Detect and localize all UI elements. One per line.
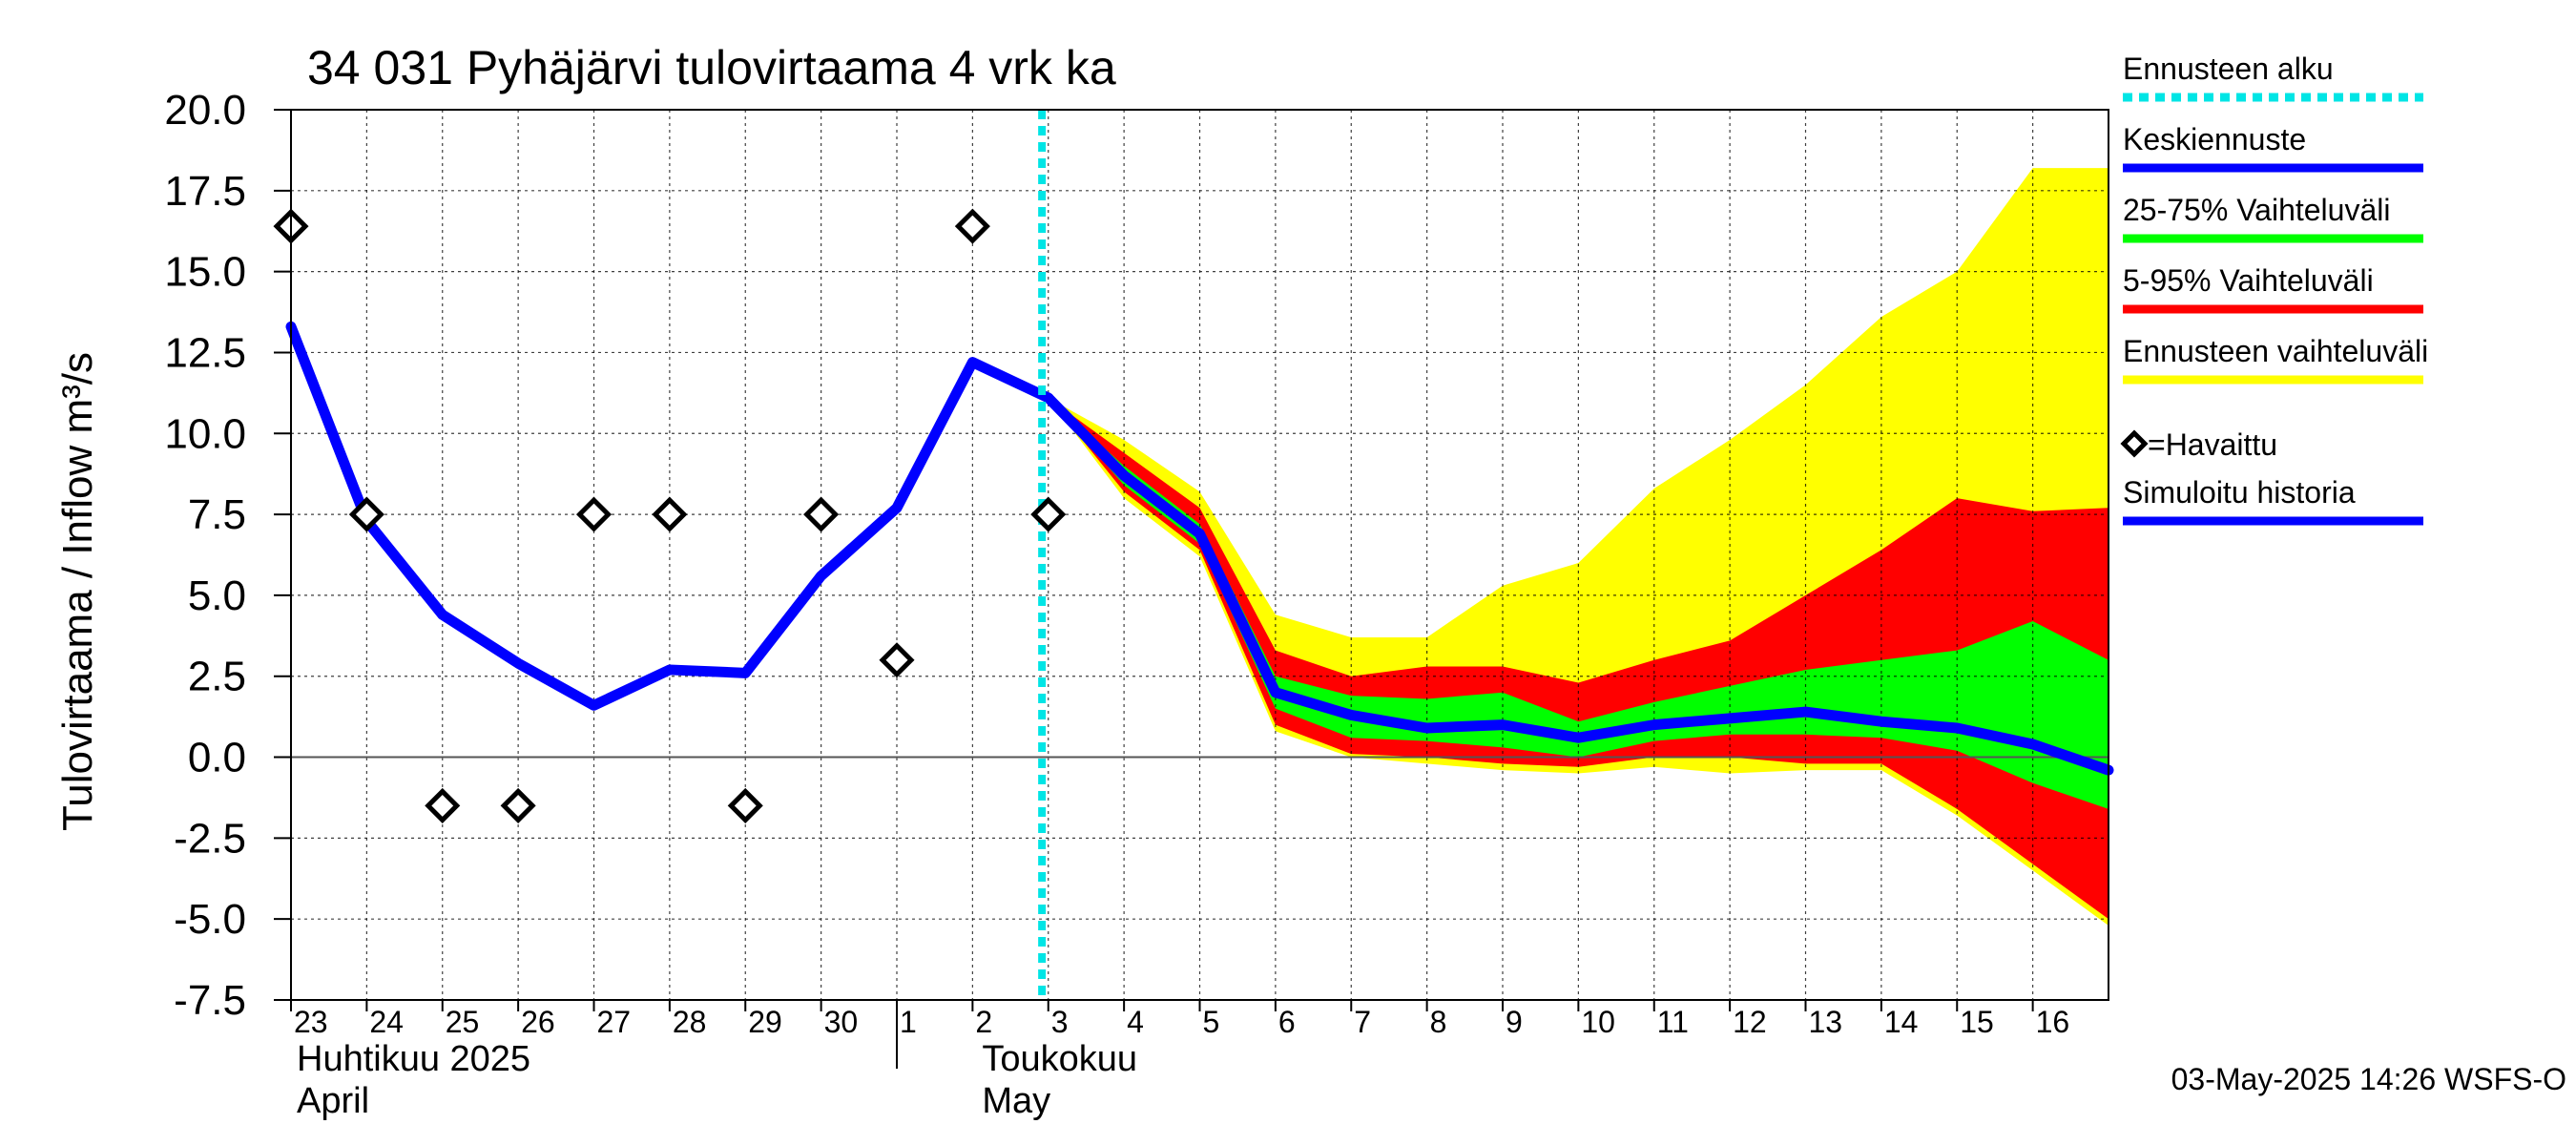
x-tick-label: 10: [1581, 1005, 1615, 1039]
observed-marker: [803, 496, 840, 532]
month-label: Toukokuu: [982, 1039, 1137, 1079]
y-tick-label: 12.5: [164, 329, 246, 376]
legend-label: 25-75% Vaihteluväli: [2123, 193, 2390, 227]
month-label-en: April: [297, 1081, 369, 1121]
x-tick-label: 3: [1051, 1005, 1069, 1039]
legend-label: Keskiennuste: [2123, 122, 2306, 156]
y-tick-label: 17.5: [164, 168, 246, 215]
x-tick-label: 13: [1809, 1005, 1843, 1039]
x-tick-label: 26: [521, 1005, 555, 1039]
chart-title: 34 031 Pyhäjärvi tulovirtaama 4 vrk ka: [307, 41, 1116, 94]
x-tick-label: 28: [673, 1005, 707, 1039]
legend-label: Simuloitu historia: [2123, 475, 2356, 510]
x-tick-label: 5: [1203, 1005, 1220, 1039]
observed-marker: [1030, 496, 1067, 532]
x-tick-label: 8: [1430, 1005, 1447, 1039]
x-tick-label: 27: [597, 1005, 632, 1039]
legend-diamond-marker: [2120, 429, 2149, 458]
x-tick-label: 1: [900, 1005, 917, 1039]
legend: Ennusteen alku Keskiennuste 25-75% Vaihtel…: [2120, 52, 2428, 526]
series-line-keskiennuste: [1043, 392, 2114, 776]
x-tick-label: 30: [824, 1005, 859, 1039]
y-tick-label: 15.0: [164, 249, 246, 296]
x-tick-label: 14: [1884, 1005, 1919, 1039]
observed-marker: [727, 787, 763, 823]
x-tick-label: 2: [975, 1005, 992, 1039]
observed-marker: [575, 496, 613, 532]
y-tick-label: 2.5: [188, 654, 246, 700]
observed-marker: [425, 787, 461, 823]
y-tick-label: 5.0: [188, 572, 246, 619]
x-tick-label: 29: [748, 1005, 782, 1039]
y-tick-label: 7.5: [188, 491, 246, 538]
x-tick-label: 9: [1506, 1005, 1523, 1039]
x-tick-label: 23: [294, 1005, 328, 1039]
observed-marker: [954, 208, 990, 244]
y-axis-label: Tulovirtaama / Inflow m³/s: [54, 352, 101, 831]
legend-label: =Havaittu: [2148, 427, 2277, 462]
observed-marker: [652, 496, 688, 532]
y-tick-label: -2.5: [174, 815, 246, 862]
y-axis: 20.0 17.5 15.0 12.5 10.0 7.5 5.0 2.5 0.0 -2.5 -5.0…: [164, 87, 291, 1024]
x-tick-label: 11: [1657, 1005, 1689, 1039]
y-tick-label: 0.0: [188, 735, 246, 781]
y-tick-label: -5.0: [174, 896, 246, 943]
x-tick-label: 7: [1354, 1005, 1371, 1039]
month-label: Huhtikuu 2025: [297, 1039, 530, 1079]
series-lines: [285, 110, 2114, 1000]
legend-label: 5-95% Vaihteluväli: [2123, 263, 2374, 298]
month-label-en: May: [982, 1081, 1050, 1121]
observed-markers: [273, 208, 1067, 823]
grid-lines: [291, 110, 2109, 1000]
x-tick-label: 4: [1127, 1005, 1144, 1039]
x-tick-label: 15: [1960, 1005, 1994, 1039]
x-tick-label: 12: [1733, 1005, 1767, 1039]
legend-label: Ennusteen vaihteluväli: [2123, 334, 2428, 368]
x-tick-label: 6: [1278, 1005, 1296, 1039]
x-axis: 23 24 25 26 27 28 29 30 1 2 3 4 5 6 7 8 9 10 11 12 13 14 15 16H…: [290, 1000, 2070, 1121]
legend-label: Ennusteen alku: [2123, 52, 2334, 86]
x-tick-label: 16: [2036, 1005, 2070, 1039]
observed-marker: [879, 642, 915, 678]
y-tick-label: 20.0: [164, 87, 246, 134]
y-tick-label: -7.5: [174, 977, 246, 1024]
x-tick-label: 24: [369, 1005, 404, 1039]
series-line-simuloitu-historia: [285, 321, 1054, 711]
observed-marker: [500, 787, 536, 823]
y-tick-label: 10.0: [164, 410, 246, 457]
footer-timestamp: 03-May-2025 14:26 WSFS-O: [2171, 1062, 2566, 1096]
x-tick-label: 25: [446, 1005, 480, 1039]
observed-marker: [348, 496, 384, 532]
